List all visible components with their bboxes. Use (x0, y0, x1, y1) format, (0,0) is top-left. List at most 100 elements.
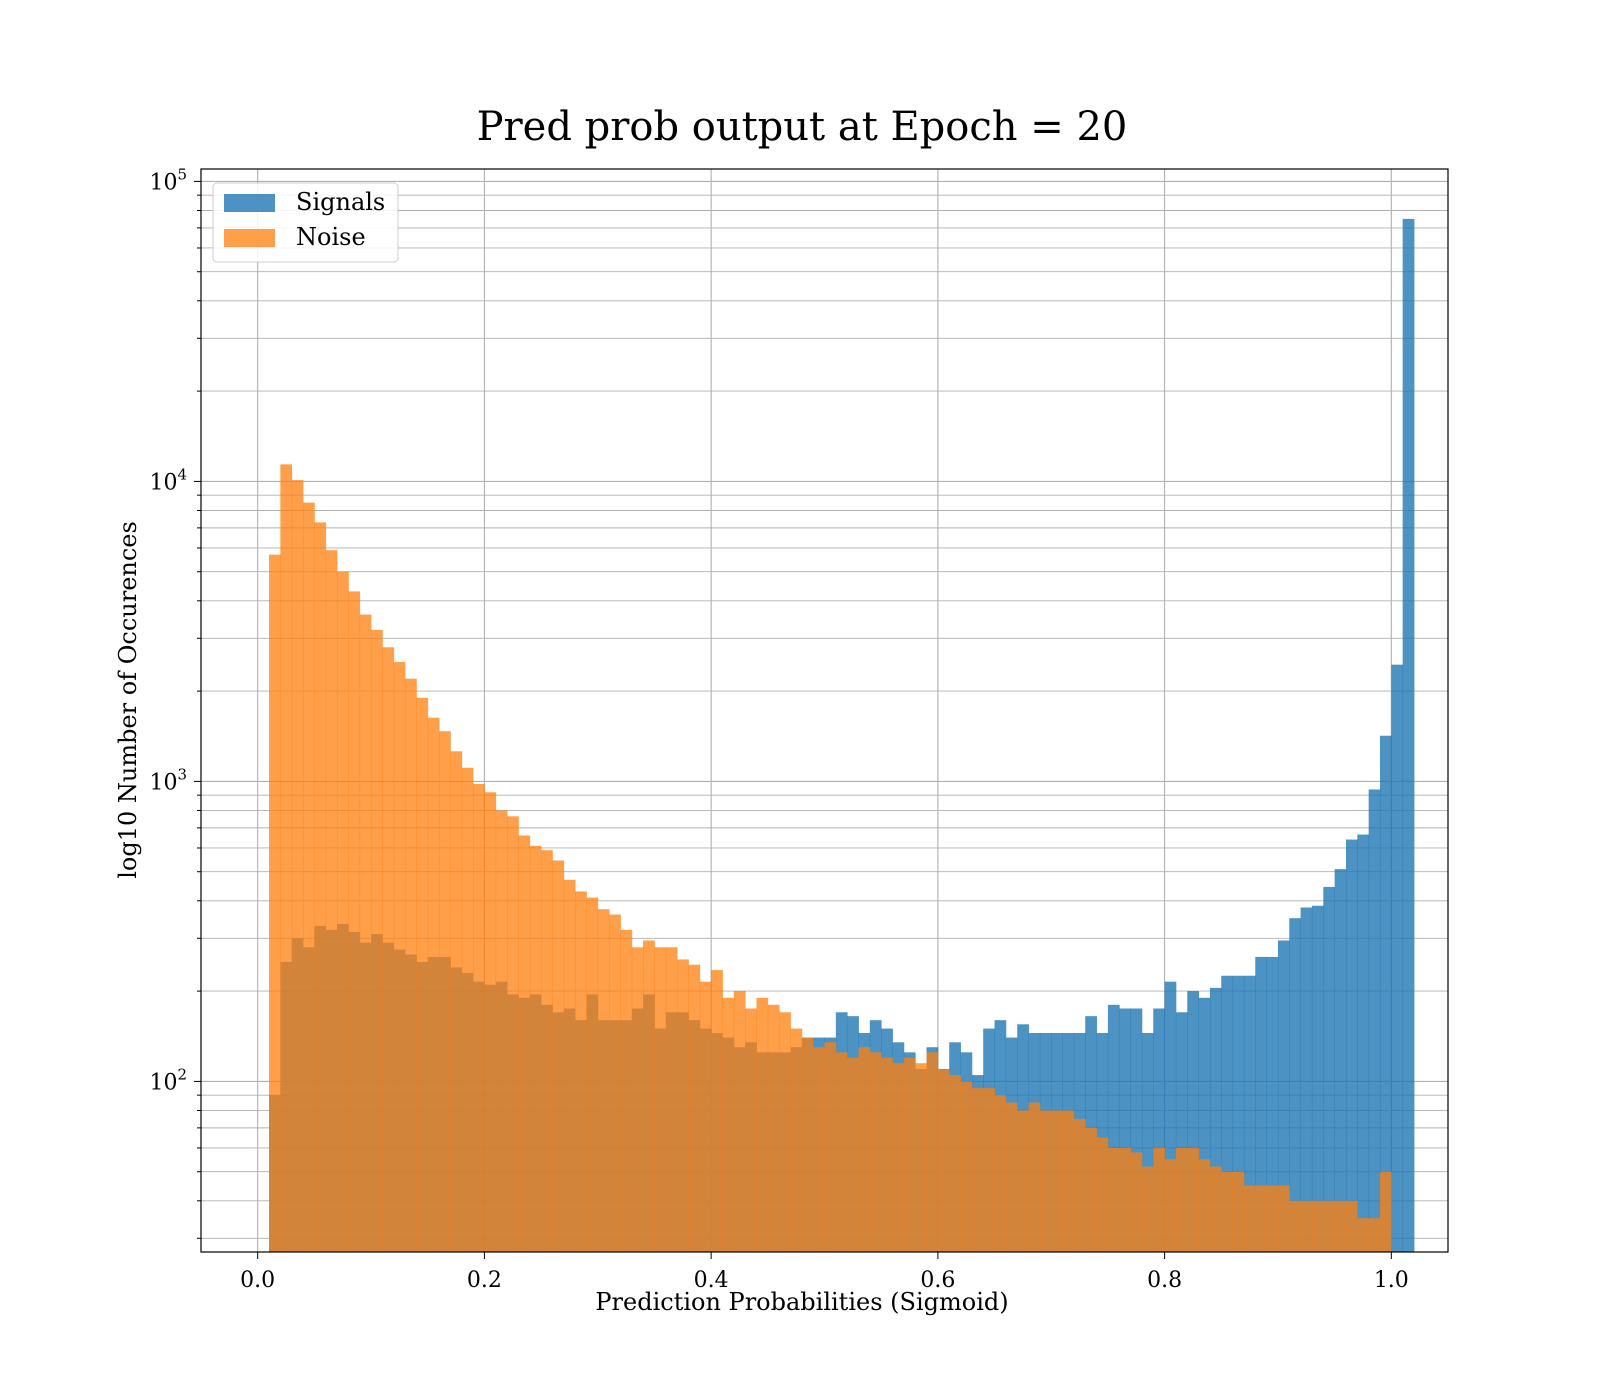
bar-noise (359, 614, 372, 1252)
bar-signals (1164, 981, 1177, 1252)
bar-noise (1005, 1102, 1018, 1252)
bar-signals (1391, 664, 1404, 1252)
bar-noise (665, 947, 678, 1252)
bar-noise (575, 891, 587, 1252)
bar-signals (1345, 839, 1358, 1252)
bar-noise (1051, 1110, 1063, 1252)
bar-signals (1311, 905, 1324, 1252)
bar-signals (1130, 1008, 1143, 1252)
bar-signals (1153, 1008, 1165, 1252)
legend-swatch-signals (224, 194, 275, 212)
bar-noise (847, 1057, 859, 1252)
bar-noise (1311, 1200, 1324, 1252)
bar-noise (1300, 1200, 1313, 1252)
bar-noise (586, 897, 599, 1252)
bar-noise (699, 981, 712, 1252)
bar-noise (1345, 1200, 1358, 1252)
bar-noise (869, 1052, 882, 1252)
bar-noise (1323, 1200, 1336, 1252)
x-tick-label: 1.0 (1374, 1268, 1409, 1293)
bar-noise (903, 1057, 916, 1252)
bar-signals (1255, 956, 1268, 1252)
bar-noise (484, 792, 497, 1252)
y-tick-label: 105 (149, 165, 187, 195)
bar-noise (416, 697, 429, 1252)
bar-noise (529, 845, 542, 1252)
bar-noise (303, 502, 315, 1252)
bar-signals (1300, 907, 1313, 1252)
bar-noise (1334, 1200, 1347, 1252)
bar-noise (1255, 1185, 1268, 1252)
bar-noise (858, 1047, 871, 1252)
bar-noise (733, 991, 746, 1252)
bar-noise (745, 1008, 757, 1252)
bar-noise (461, 767, 474, 1252)
y-tick-label: 103 (149, 765, 187, 795)
bar-noise (371, 629, 383, 1252)
bar-signals (1323, 886, 1336, 1252)
bar-noise (382, 647, 395, 1252)
bar-noise (983, 1088, 995, 1252)
x-tick-label: 0.4 (694, 1268, 729, 1293)
bar-noise (711, 970, 723, 1252)
bar-signals (1357, 834, 1370, 1252)
bar-signals (1107, 1004, 1120, 1252)
bar-noise (688, 964, 701, 1252)
legend-swatch-noise (224, 229, 275, 247)
bar-noise (915, 1063, 927, 1252)
bar-noise (835, 1052, 848, 1252)
x-axis-label: Prediction Probabilities (Sigmoid) (595, 1288, 1008, 1316)
bar-noise (971, 1088, 984, 1252)
bar-noise (1187, 1147, 1199, 1252)
bar-noise (1119, 1147, 1131, 1252)
bar-noise (1039, 1110, 1052, 1252)
bar-noise (1198, 1159, 1211, 1252)
bar-noise (1209, 1166, 1222, 1252)
plot-frame (200, 168, 1449, 1253)
bar-noise (473, 784, 485, 1252)
bar-noise (643, 940, 655, 1252)
bar-noise (1368, 1218, 1381, 1252)
bar-noise (631, 947, 644, 1252)
bar-noise (348, 591, 361, 1252)
bar-noise (450, 751, 463, 1252)
bar-signals (1232, 975, 1245, 1252)
bar-noise (1028, 1102, 1041, 1252)
bar-noise (1085, 1127, 1097, 1252)
bar-noise (393, 662, 406, 1252)
bar-noise (1277, 1185, 1290, 1252)
bar-signals (1277, 940, 1290, 1252)
bar-noise (1073, 1118, 1086, 1252)
bar-signals (1198, 997, 1211, 1252)
y-axis-label: log10 Number of Occurences (114, 521, 142, 879)
bar-noise (1164, 1159, 1177, 1252)
bar-noise (314, 522, 327, 1252)
legend-label-signals: Signals (296, 188, 385, 216)
bar-noise (552, 860, 565, 1252)
bar-signals (1289, 918, 1302, 1252)
bar-signals (1402, 218, 1415, 1252)
bar-noise (994, 1095, 1007, 1252)
bar-noise (495, 810, 508, 1252)
bar-noise (563, 879, 576, 1252)
bar-signals (1175, 1012, 1188, 1252)
bar-noise (405, 678, 417, 1252)
bar-noise (337, 571, 349, 1252)
chart-title: Pred prob output at Epoch = 20 (477, 104, 1128, 150)
bar-signals (1209, 987, 1222, 1252)
bar-noise (926, 1052, 939, 1252)
bar-noise (960, 1081, 973, 1252)
bar-noise (677, 959, 689, 1252)
bar-noise (767, 1004, 780, 1252)
bar-noise (1232, 1171, 1245, 1252)
y-tick-label: 104 (149, 465, 187, 495)
bar-noise (790, 1028, 803, 1252)
bar-noise (1175, 1147, 1188, 1252)
bar-noise (1221, 1171, 1234, 1252)
bar-noise (291, 480, 304, 1252)
bar-noise (1357, 1218, 1370, 1252)
bar-noise (654, 947, 667, 1252)
bar-noise (597, 909, 610, 1252)
